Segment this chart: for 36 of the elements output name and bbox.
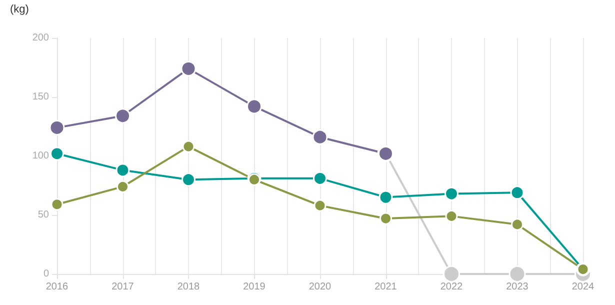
point [182, 172, 196, 187]
point [378, 190, 393, 204]
point [246, 98, 262, 114]
point [508, 266, 526, 282]
y-tick-label: 200 [32, 32, 50, 44]
x-tick-label: 2024 [572, 282, 595, 292]
x-tick-label: 2023 [506, 282, 529, 292]
point [49, 120, 65, 136]
x-tick-label: 2020 [308, 282, 332, 292]
x-tick-label: 2018 [177, 282, 200, 292]
y-axis-title: (kg) [10, 4, 29, 16]
point [443, 266, 460, 282]
y-tick-label: 50 [38, 210, 50, 220]
point [313, 171, 327, 186]
point [314, 199, 326, 212]
point [115, 108, 130, 124]
y-tick-label: 150 [32, 92, 50, 102]
point [182, 140, 195, 153]
y-tick-label: 0 [43, 268, 50, 280]
point [510, 186, 524, 200]
point [380, 212, 392, 225]
x-tick-label: 2016 [46, 282, 69, 292]
point [180, 60, 196, 76]
x-tick-label: 2017 [112, 282, 134, 292]
x-tick-label: 2021 [374, 282, 398, 292]
point [445, 210, 458, 222]
point [50, 146, 64, 161]
x-tick-label: 2022 [440, 282, 464, 292]
point [511, 218, 524, 231]
x-tick-label: 2019 [243, 282, 266, 292]
point [50, 198, 64, 211]
point [444, 186, 458, 201]
point [116, 163, 130, 178]
point [116, 180, 129, 193]
point [312, 129, 328, 145]
y-tick-label: 100 [32, 150, 50, 162]
